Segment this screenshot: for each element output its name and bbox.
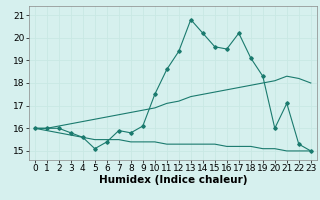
X-axis label: Humidex (Indice chaleur): Humidex (Indice chaleur) bbox=[99, 175, 247, 185]
